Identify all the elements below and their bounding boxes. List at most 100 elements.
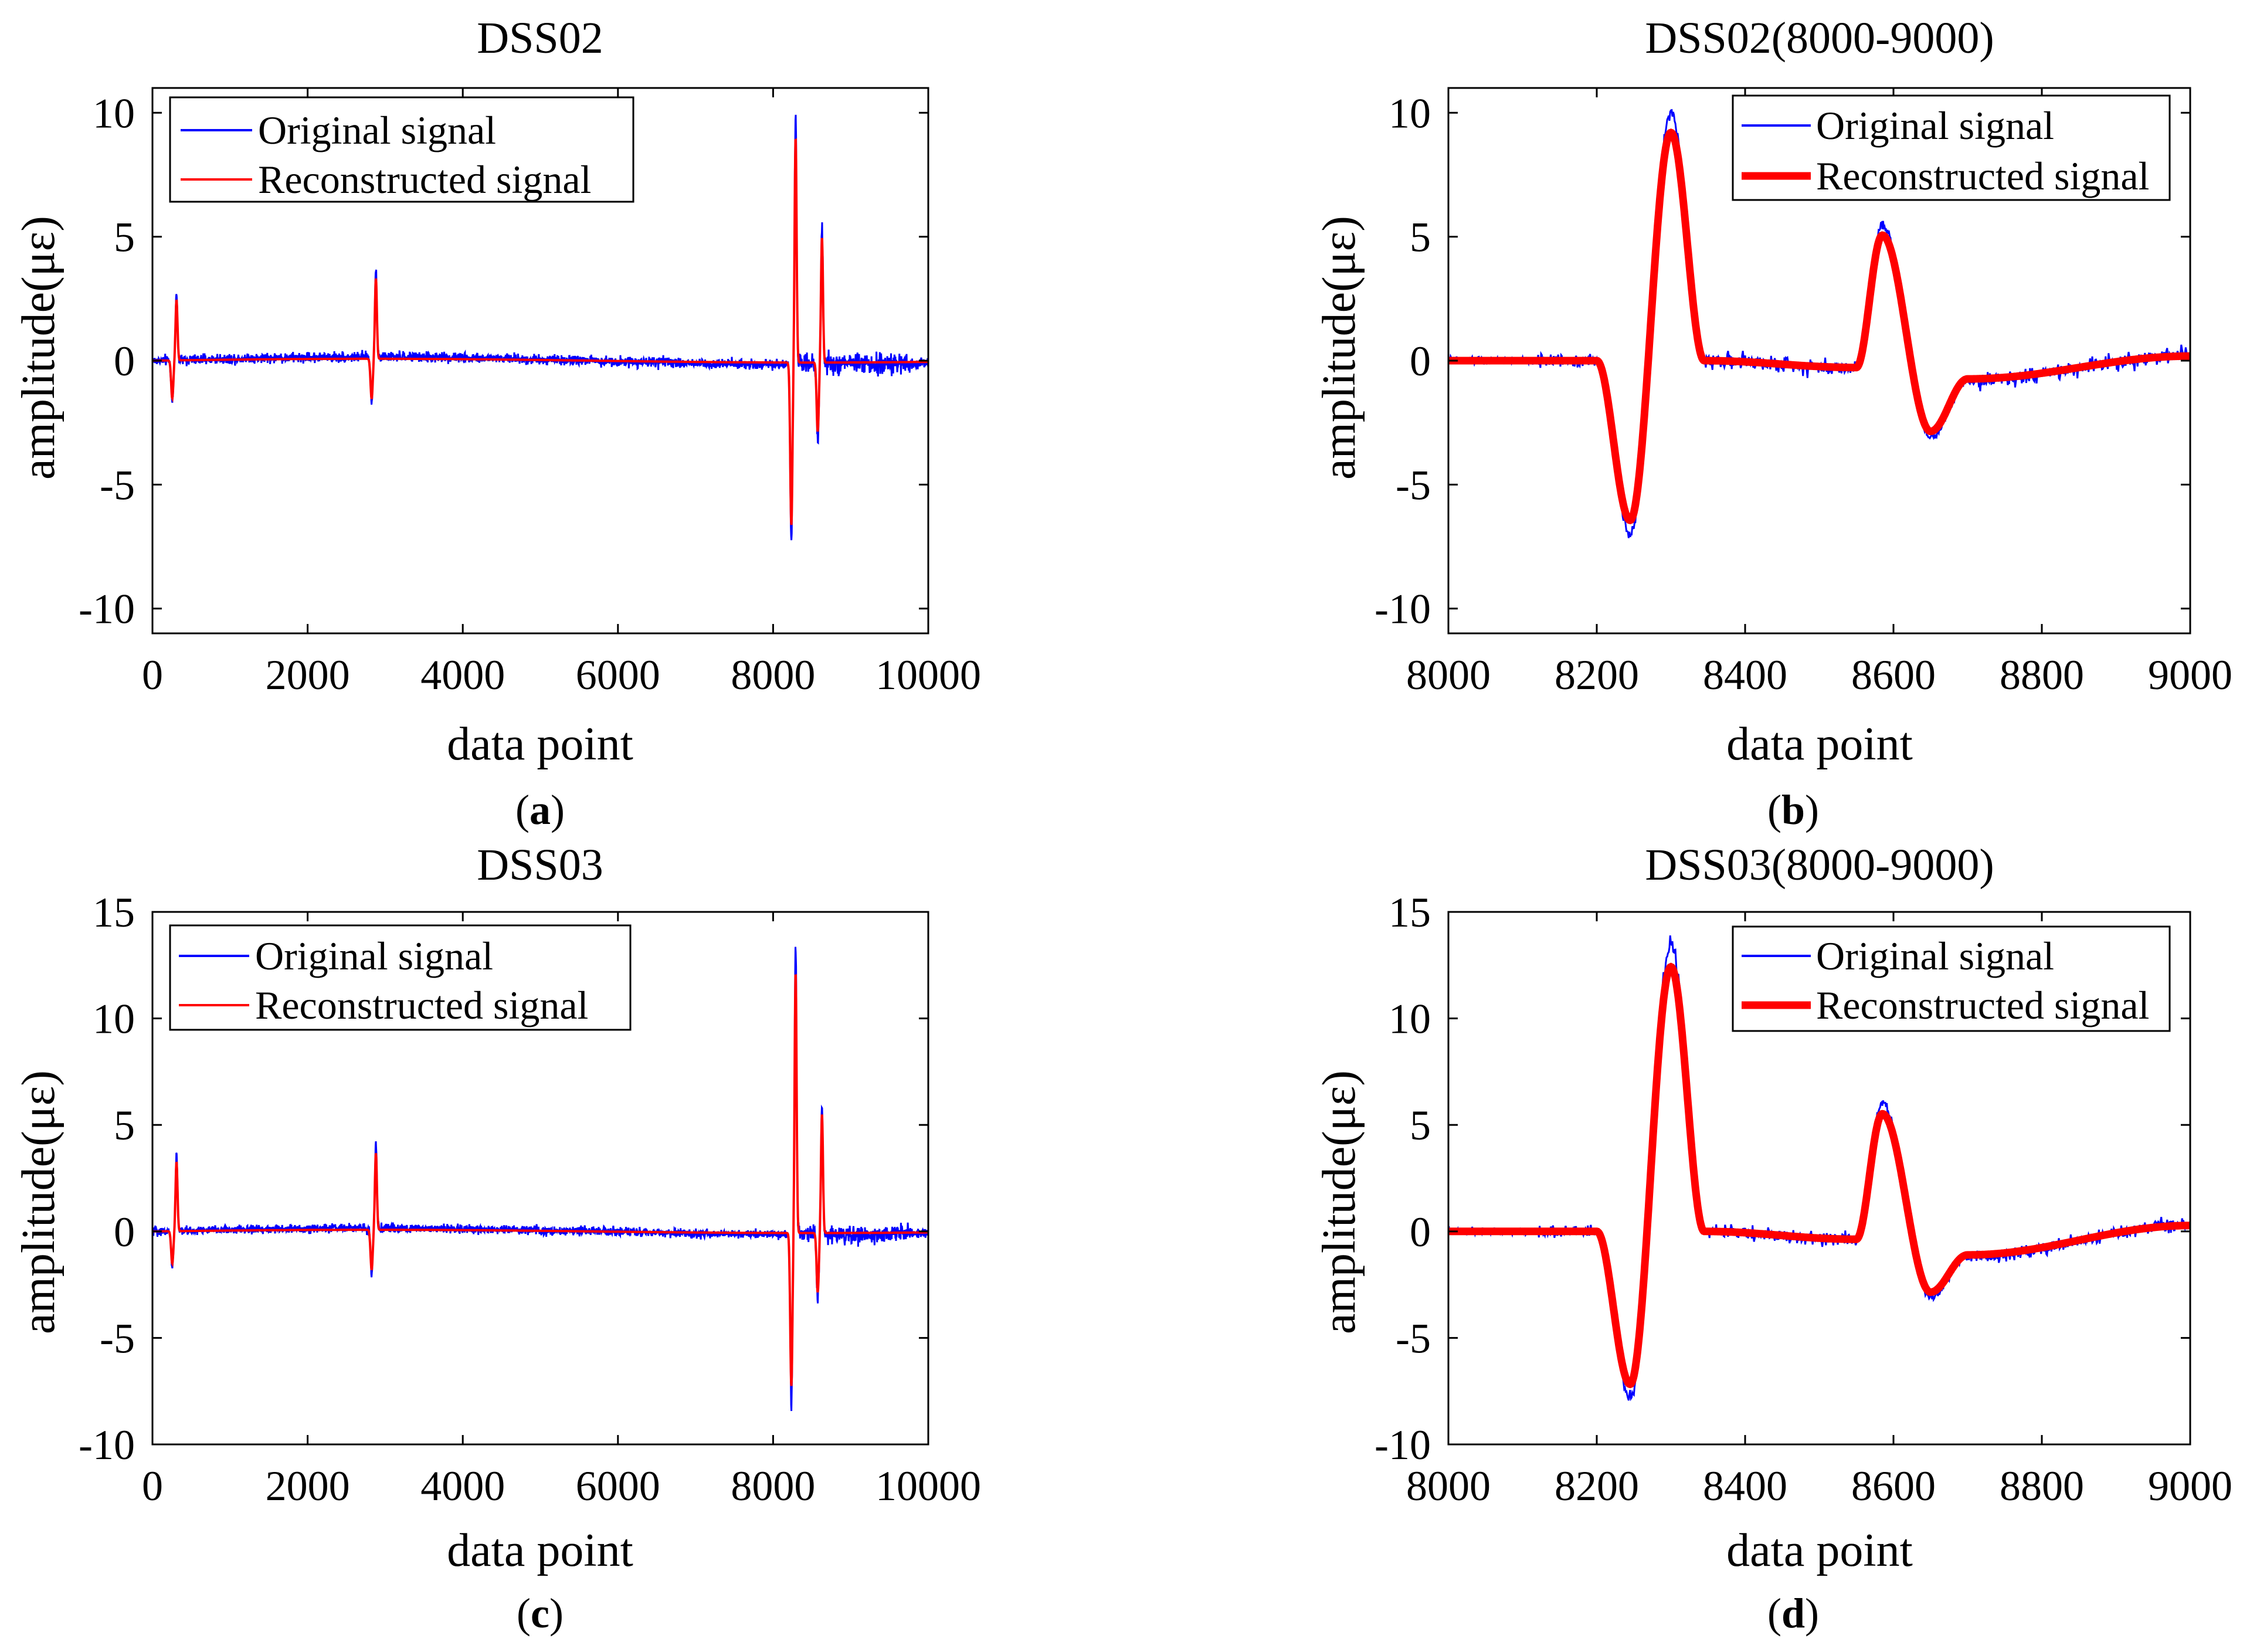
caption-letter: d <box>1781 1590 1805 1637</box>
y-tick-label: 5 <box>1410 214 1431 261</box>
caption: (d) <box>1767 1590 1819 1637</box>
legend-label-reconstructed: Reconstructed signal <box>1816 983 2149 1027</box>
y-tick-label: -5 <box>1396 462 1431 508</box>
y-axis-label: amplitude(με) <box>13 1070 65 1334</box>
legend-label-reconstructed: Reconstructed signal <box>255 983 588 1027</box>
y-tick-label: -10 <box>79 1422 135 1468</box>
y-tick-label: 15 <box>93 889 135 936</box>
x-tick-label: 8000 <box>1406 1463 1491 1509</box>
y-tick-label: 10 <box>93 996 135 1043</box>
legend-label-original: Original signal <box>1816 103 2054 148</box>
y-tick-label: -10 <box>1375 586 1431 633</box>
legend-label-original: Original signal <box>258 108 496 152</box>
legend-box <box>1732 925 2171 1032</box>
y-tick-label: 0 <box>1410 338 1431 385</box>
x-tick-label: 8800 <box>2000 1463 2084 1509</box>
y-tick-label: -5 <box>100 1315 135 1362</box>
y-tick-label: 10 <box>1389 90 1431 137</box>
series-reconstructed-line <box>152 138 928 525</box>
legend: Original signal Reconstructed signal <box>1732 94 2171 201</box>
y-axis-label: amplitude(με) <box>13 216 65 480</box>
y-axis-label: amplitude(με) <box>1314 216 1365 480</box>
series-reconstructed-line <box>152 974 928 1386</box>
chart-title: DSS03 <box>477 840 603 890</box>
legend-box <box>169 924 632 1031</box>
y-tick-label: 0 <box>114 1209 135 1256</box>
series-lines <box>1448 935 2190 1402</box>
x-tick-label: 8600 <box>1851 1463 1936 1509</box>
x-tick-label: 10000 <box>875 1463 981 1509</box>
series-original-line <box>152 114 928 541</box>
legend-label-original: Original signal <box>255 934 493 978</box>
y-tick-label: -5 <box>1396 1315 1431 1362</box>
legend-label-original: Original signal <box>1816 934 2054 978</box>
y-tick-label: 0 <box>114 338 135 385</box>
x-tick-label: 2000 <box>266 1463 350 1509</box>
chart-title: DSS02 <box>477 13 603 63</box>
x-tick-label: 8600 <box>1851 652 1936 698</box>
y-tick-label: 10 <box>93 90 135 137</box>
legend-box <box>1732 94 2171 201</box>
chart-title: DSS02(8000-9000) <box>1645 13 1994 63</box>
plot-area: 0 2000 4000 6000 8000 10000 -10 -5 0 5 10 <box>79 87 981 698</box>
x-tick-label: 8400 <box>1703 1463 1787 1509</box>
plot-area: 8000 8200 8400 8600 8800 9000 -10 -5 0 5 10 <box>1375 87 2232 698</box>
y-tick-label: 5 <box>114 1102 135 1149</box>
y-tick-label: 5 <box>114 214 135 261</box>
x-tick-label: 8000 <box>731 652 815 698</box>
y-tick-label: -10 <box>79 586 135 633</box>
series-lines <box>152 947 928 1412</box>
legend-box <box>169 96 634 203</box>
legend: Original signal Reconstructed signal <box>1732 925 2171 1032</box>
x-axis-label: data point <box>1726 718 1913 770</box>
plot-area: 0 2000 4000 6000 8000 10000 -10 -5 0 5 10 15 <box>79 889 981 1509</box>
y-axis-label: amplitude(με) <box>1314 1070 1365 1334</box>
x-axis-label: data point <box>447 1525 633 1576</box>
x-axis-label: data point <box>447 718 633 770</box>
caption-letter: a <box>530 786 551 833</box>
series-reconstructed-line <box>1448 962 2190 1389</box>
plot-area: 8000 8200 8400 8600 8800 9000 -10 -5 0 5 10 15 <box>1375 889 2232 1509</box>
x-tick-label: 2000 <box>266 652 350 698</box>
panel-a: 0 2000 4000 6000 8000 10000 -10 -5 0 5 10 DSS02 da… <box>13 13 981 833</box>
y-tick-label: 10 <box>1389 996 1431 1043</box>
y-tick-label: 5 <box>1410 1102 1431 1149</box>
caption-letter: c <box>531 1590 549 1637</box>
x-tick-label: 9000 <box>2148 1463 2232 1509</box>
x-tick-label: 8000 <box>731 1463 815 1509</box>
x-tick-label: 10000 <box>875 652 981 698</box>
x-tick-label: 4000 <box>420 652 505 698</box>
series-reconstructed-line <box>1448 128 2190 525</box>
x-axis-label: data point <box>1726 1525 1913 1576</box>
caption: (c) <box>517 1590 564 1637</box>
series-lines <box>152 114 928 541</box>
y-tick-label: -10 <box>1375 1422 1431 1468</box>
x-tick-label: 0 <box>142 1463 163 1509</box>
legend: Original signal Reconstructed signal <box>169 96 634 203</box>
x-tick-label: 0 <box>142 652 163 698</box>
panel-d: 8000 8200 8400 8600 8800 9000 -10 -5 0 5 10 15 DSS0… <box>1314 840 2232 1637</box>
legend-label-reconstructed: Reconstructed signal <box>1816 154 2149 198</box>
x-tick-label: 8800 <box>2000 652 2084 698</box>
legend: Original signal Reconstructed signal <box>169 924 632 1031</box>
x-tick-label: 9000 <box>2148 652 2232 698</box>
y-tick-label: 15 <box>1389 889 1431 936</box>
legend-label-reconstructed: Reconstructed signal <box>258 157 591 202</box>
axes-frame <box>1447 911 2191 1446</box>
x-tick-label: 8200 <box>1555 1463 1639 1509</box>
x-tick-label: 8400 <box>1703 652 1787 698</box>
y-tick-label: -5 <box>100 462 135 508</box>
y-tick-label: 0 <box>1410 1209 1431 1256</box>
x-tick-label: 8200 <box>1555 652 1639 698</box>
x-tick-label: 6000 <box>576 652 660 698</box>
x-tick-label: 4000 <box>420 1463 505 1509</box>
panel-b: 8000 8200 8400 8600 8800 9000 -10 -5 0 5 10 DSS02(… <box>1314 13 2232 833</box>
series-lines <box>1448 108 2190 538</box>
caption: (a) <box>515 786 565 833</box>
caption-letter: b <box>1781 786 1805 833</box>
x-tick-label: 6000 <box>576 1463 660 1509</box>
axes-frame <box>151 911 929 1446</box>
chart-title: DSS03(8000-9000) <box>1645 840 1994 890</box>
